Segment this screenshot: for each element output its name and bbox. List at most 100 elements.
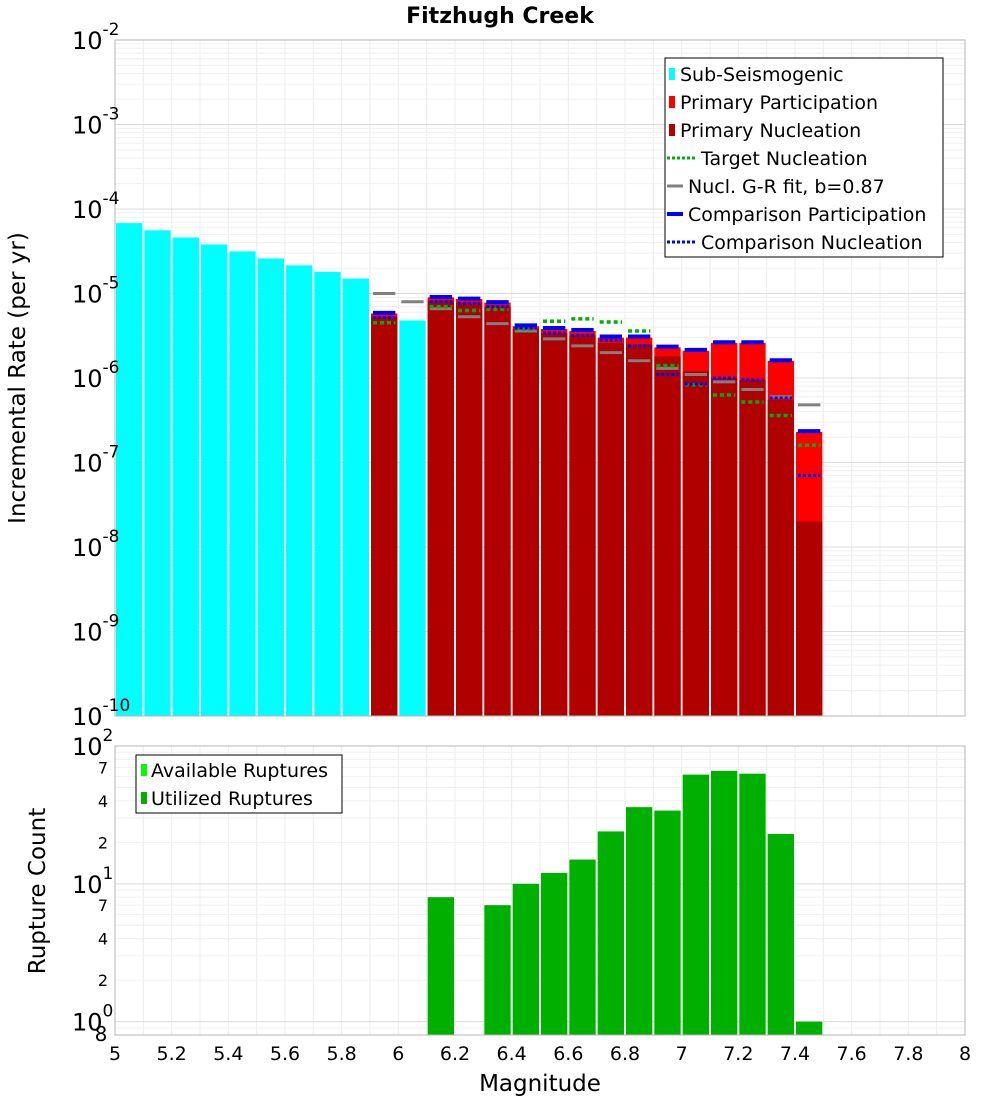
- sub-seismogenic-bar: [201, 244, 228, 716]
- utilized-ruptures-bar: [796, 1021, 823, 1035]
- bottom-bars: [427, 770, 823, 1035]
- primary-nucleation-bar: [711, 378, 738, 716]
- primary-nucleation-bar: [569, 335, 596, 716]
- top-y-tick-label: 10-8: [72, 527, 120, 562]
- bottom-y-minor-tick-label: 4: [98, 930, 108, 949]
- bottom-y-minor-tick-label: 4: [98, 792, 108, 811]
- utilized-ruptures-bar: [767, 833, 794, 1035]
- top-legend-item: Comparison Participation: [667, 204, 926, 226]
- bottom-legend-box: [135, 754, 343, 814]
- x-axis-label: Magnitude: [479, 1071, 601, 1097]
- sub-seismogenic-bar: [286, 265, 313, 716]
- top-y-ticks: 10-10 10-9 10-8 10-7 10-6 10-5 10-4 10-3 10-2: [72, 20, 130, 731]
- x-tick-label: 6.6: [553, 1043, 583, 1065]
- x-tick-label: 7.4: [780, 1043, 810, 1065]
- top-legend: Sub-Seismogenic Primary Participation Prim…: [664, 57, 944, 258]
- top-lines: [373, 292, 821, 478]
- top-legend-item: Comparison Nucleation: [667, 232, 923, 254]
- primary-nucleation-bar: [371, 316, 398, 716]
- utilized-ruptures-bar: [711, 770, 738, 1035]
- utilized-ruptures-bar: [427, 897, 454, 1035]
- utilized-ruptures-bar: [682, 774, 709, 1035]
- top-y-tick-label: 10-2: [72, 20, 120, 55]
- x-tick-label: 5.2: [157, 1043, 187, 1065]
- primary-nucleation-bar: [654, 356, 681, 716]
- x-tick-label: 5.6: [270, 1043, 300, 1065]
- legend-swatch: [669, 96, 675, 108]
- primary-nucleation-bar: [541, 333, 568, 716]
- bottom-y-major-tick-label: 102: [72, 726, 113, 761]
- sub-seismogenic-bar: [172, 237, 199, 717]
- primary-nucleation-bar: [796, 521, 823, 716]
- legend-swatch: [141, 792, 147, 804]
- legend-label: Available Ruptures: [151, 760, 328, 782]
- utilized-ruptures-bar: [512, 883, 539, 1035]
- bottom-legend-item: Available Ruptures: [141, 760, 328, 782]
- sub-seismogenic-bar: [399, 320, 426, 716]
- top-legend-box: [664, 57, 944, 258]
- x-tick-label: 5: [109, 1043, 121, 1065]
- top-plot-frame: [114, 39, 966, 717]
- x-tick-label: 5.8: [327, 1043, 357, 1065]
- primary-nucleation-bar: [739, 379, 766, 716]
- bottom-legend: Available Ruptures Utilized Ruptures: [135, 754, 343, 814]
- bottom-grid: [114, 746, 966, 1036]
- sub-seismogenic-bar: [342, 278, 369, 716]
- sub-seismogenic-bar: [116, 223, 143, 716]
- legend-label: Primary Participation: [680, 92, 878, 114]
- x-tick-label: 6.2: [440, 1043, 470, 1065]
- utilized-ruptures-bar: [569, 859, 596, 1035]
- primary-nucleation-bar: [512, 329, 539, 716]
- x-tick-label: 6: [392, 1043, 404, 1065]
- primary-nucleation-bar: [626, 344, 653, 716]
- primary-nucleation-bar: [682, 371, 709, 716]
- utilized-ruptures-bar: [739, 773, 766, 1035]
- legend-label: Utilized Ruptures: [151, 788, 313, 810]
- x-ticks: 5 5.2 5.4 5.6 5.8 6 6.2 6.4 6.6 6.8 7 7.2 7.4 7.6 7.8 8: [109, 1043, 971, 1065]
- x-tick-label: 6.4: [497, 1043, 527, 1065]
- sub-seismogenic-bar: [314, 271, 341, 716]
- primary-nucleation-bar: [456, 302, 483, 716]
- top-y-tick-label: 10-6: [72, 358, 120, 393]
- top-legend-item: Nucl. G-R fit, b=0.87: [667, 176, 885, 198]
- legend-swatch: [669, 68, 675, 80]
- primary-nucleation-bar: [484, 306, 511, 716]
- top-y-tick-label: 10-7: [72, 443, 120, 478]
- top-legend-item: Primary Participation: [669, 92, 878, 114]
- top-y-tick-label: 10-9: [72, 612, 120, 647]
- x-tick-label: 7: [676, 1043, 688, 1065]
- top-legend-item: Target Nucleation: [667, 148, 868, 170]
- legend-label: Sub-Seismogenic: [680, 64, 844, 86]
- utilized-ruptures-bar: [484, 905, 511, 1035]
- bottom-y-minor-tick-label: 2: [98, 971, 108, 990]
- legend-swatch: [669, 124, 675, 136]
- bottom-y-minor-tick-label: 2: [98, 833, 108, 852]
- bottom-y-major-tick-label: 100: [72, 1002, 113, 1037]
- top-y-tick-label: 10-5: [72, 274, 120, 309]
- legend-label: Primary Nucleation: [680, 120, 861, 142]
- x-tick-label: 6.8: [610, 1043, 640, 1065]
- top-legend-item: Primary Nucleation: [669, 120, 861, 142]
- sub-seismogenic-bar: [144, 230, 171, 716]
- legend-label: Comparison Nucleation: [701, 232, 923, 254]
- x-tick-label: 8: [959, 1043, 971, 1065]
- top-y-axis-label: Incremental Rate (per yr): [5, 232, 31, 524]
- bottom-y-minor-tick-label: 7: [98, 758, 108, 777]
- legend-label: Target Nucleation: [700, 148, 868, 170]
- x-tick-label: 5.4: [213, 1043, 243, 1065]
- sub-seismogenic-bar: [257, 258, 284, 716]
- primary-nucleation-bar: [767, 399, 794, 716]
- chart-title: Fitzhugh Creek: [406, 4, 595, 29]
- x-tick-label: 7.8: [893, 1043, 923, 1065]
- bottom-legend-item: Utilized Ruptures: [141, 788, 313, 810]
- x-tick-label: 7.6: [837, 1043, 867, 1065]
- primary-nucleation-bar: [427, 300, 454, 716]
- bottom-y-min-label: 8: [95, 1022, 108, 1046]
- legend-label: Comparison Participation: [688, 204, 926, 226]
- top-legend-item: Sub-Seismogenic: [669, 64, 844, 86]
- top-y-tick-label: 10-3: [72, 105, 120, 140]
- legend-swatch: [141, 764, 147, 776]
- utilized-ruptures-bar: [626, 807, 653, 1035]
- utilized-ruptures-bar: [541, 872, 568, 1035]
